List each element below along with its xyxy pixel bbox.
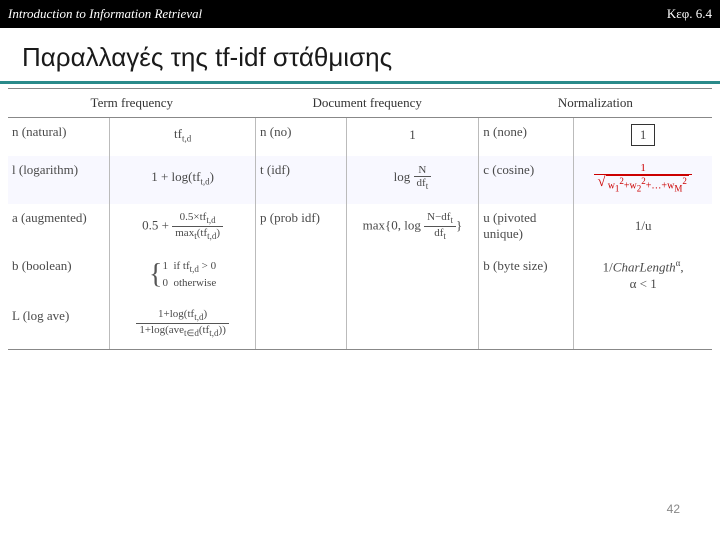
norm-b-formula: 1/CharLengthα,α < 1	[574, 252, 712, 301]
tf-L-formula: 1+log(tft,d)1+log(avet∈d(tft,d))	[110, 302, 256, 350]
tf-a-formula: 0.5 + 0.5×tft,dmaxt(tft,d)	[110, 204, 256, 252]
df-p-name: p (prob idf)	[256, 204, 347, 252]
df-t-formula: log Ndft	[346, 156, 479, 204]
tf-l-name: l (logarithm)	[8, 156, 110, 204]
df-p-formula: max{0, log N−dftdft}	[346, 204, 479, 252]
table-row: a (augmented) 0.5 + 0.5×tft,dmaxt(tft,d)…	[8, 204, 712, 252]
slide-header: Introduction to Information Retrieval Κε…	[0, 0, 720, 28]
norm-c-name: c (cosine)	[479, 156, 574, 204]
table-row: L (log ave) 1+log(tft,d)1+log(avet∈d(tft…	[8, 302, 712, 350]
norm-c-formula: 1√w12+w22+…+wM2	[574, 156, 712, 204]
col-tf: Term frequency	[8, 89, 256, 118]
tf-a-name: a (augmented)	[8, 204, 110, 252]
tf-b-name: b (boolean)	[8, 252, 110, 301]
df-n-name: n (no)	[256, 118, 347, 157]
norm-b-name: b (byte size)	[479, 252, 574, 301]
table: Term frequency Document frequency Normal…	[8, 88, 712, 350]
norm-n-formula: 1	[574, 118, 712, 157]
tf-b-formula: {1 if tft,d > 00 otherwise	[110, 252, 256, 301]
tf-l-formula: 1 + log(tft,d)	[110, 156, 256, 204]
page-number: 42	[667, 502, 680, 516]
df-n-formula: 1	[346, 118, 479, 157]
col-norm: Normalization	[479, 89, 712, 118]
table-row: n (natural) tft,d n (no) 1 n (none) 1	[8, 118, 712, 157]
tf-L-name: L (log ave)	[8, 302, 110, 350]
norm-u-formula: 1/u	[574, 204, 712, 252]
table-row: l (logarithm) 1 + log(tft,d) t (idf) log…	[8, 156, 712, 204]
norm-n-name: n (none)	[479, 118, 574, 157]
header-left: Introduction to Information Retrieval	[8, 6, 202, 22]
slide-title: Παραλλαγές της tf-idf στάθμισης	[0, 28, 720, 81]
col-df: Document frequency	[256, 89, 479, 118]
tf-n-name: n (natural)	[8, 118, 110, 157]
tf-n-formula: tft,d	[110, 118, 256, 157]
table-row: b (boolean) {1 if tft,d > 00 otherwise b…	[8, 252, 712, 301]
df-t-name: t (idf)	[256, 156, 347, 204]
norm-u-name: u (pivoted unique)	[479, 204, 574, 252]
weighting-table: Term frequency Document frequency Normal…	[0, 84, 720, 350]
table-head-row: Term frequency Document frequency Normal…	[8, 89, 712, 118]
header-right: Κεφ. 6.4	[667, 6, 712, 22]
